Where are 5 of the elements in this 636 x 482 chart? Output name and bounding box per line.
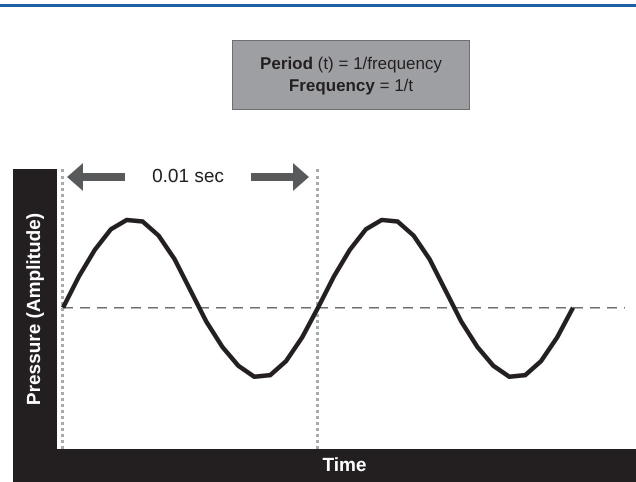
text: Period (t) = 1/frequency — [260, 53, 442, 75]
y-axis-title: Pressure (Amplitude) — [24, 212, 46, 406]
text: Frequency = 1/t — [288, 75, 414, 97]
x-axis-title: Time — [322, 455, 366, 476]
text: 0.01 sec — [151, 165, 225, 189]
